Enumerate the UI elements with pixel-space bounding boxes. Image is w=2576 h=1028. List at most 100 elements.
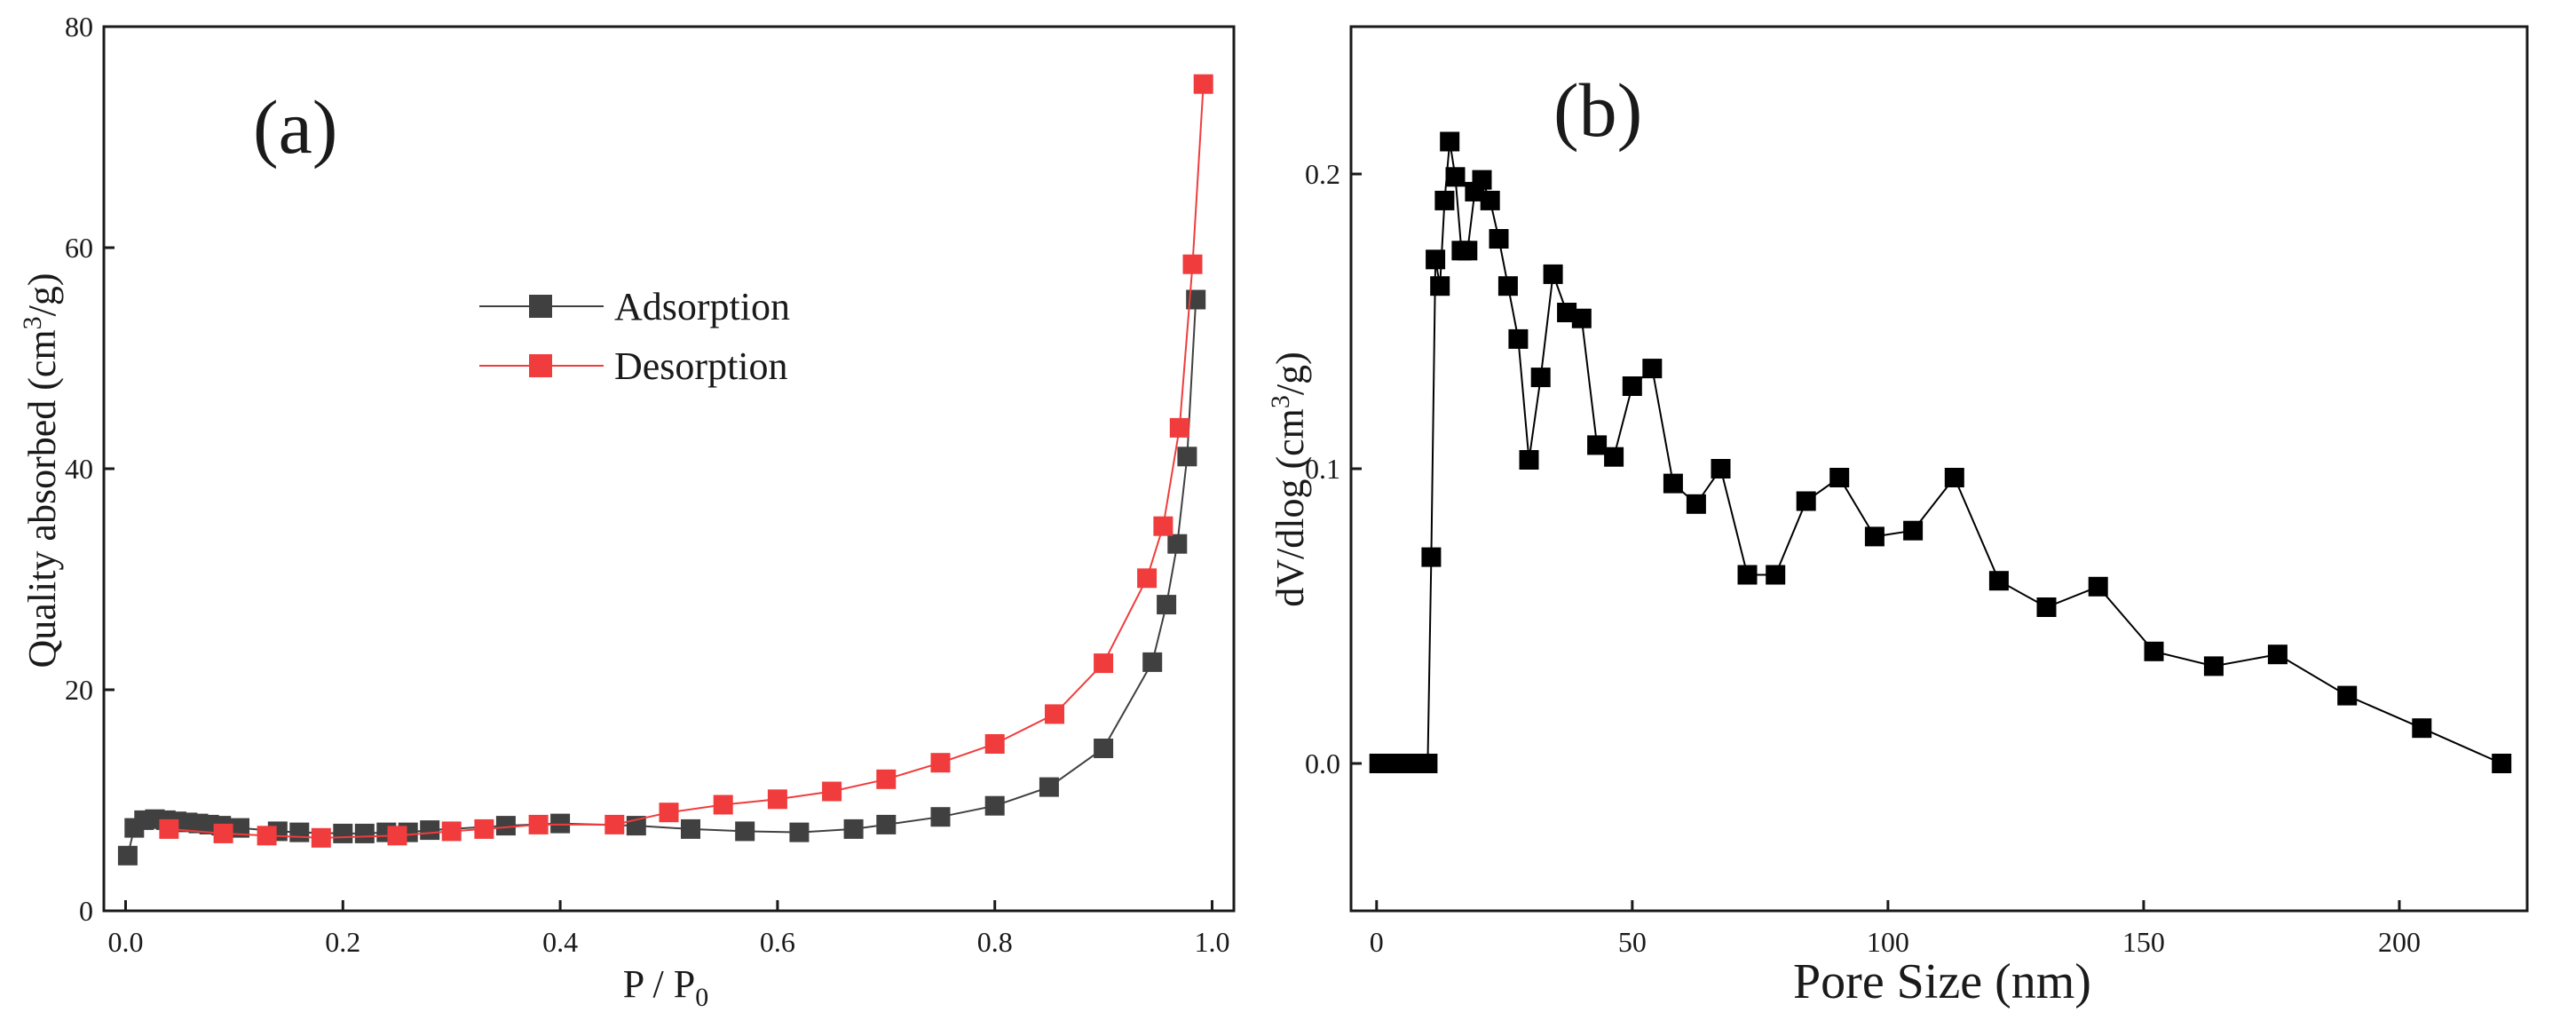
panel-b-pore-size-distribution-point	[1604, 447, 1624, 467]
panel-b-pore-size-distribution-point	[1988, 571, 2009, 591]
panel-a-adsorption-point	[230, 818, 249, 838]
panel-a-x-tick-label: 0.8	[977, 926, 1013, 958]
panel-a-series	[117, 74, 1213, 866]
panel-b-pore-size-distribution-point	[1864, 526, 1885, 547]
panel-b-y-axis-label-pre: dV/dlog (cm	[1268, 408, 1312, 607]
panel-b-pore-size-distribution-point	[1737, 565, 1758, 585]
legend-adsorption-label: Adsorption	[614, 285, 790, 328]
panel-b-pore-size-distribution-point	[1944, 468, 1964, 487]
legend-desorption-marker	[529, 354, 552, 377]
panel-b-pore-size-distribution-point	[1445, 167, 1466, 187]
panel-b-pore-size-distribution-point	[1557, 303, 1577, 322]
panel-a-desorption-point	[822, 781, 842, 802]
panel-b-ticks: 0 50 100 150 200 0.0 0.1 0.2	[1305, 158, 2421, 958]
panel-a-desorption-point	[441, 821, 462, 842]
panel-a-x-axis-label-main: P / P	[623, 962, 696, 1006]
panel-a-x-axis-label-subscript: 0	[695, 983, 708, 1012]
panel-b-x-tick-label: 150	[2122, 926, 2165, 958]
panel-b-pore-size-distribution-point	[1587, 435, 1608, 455]
panel-b-pore-size-distribution-point	[1434, 190, 1455, 210]
panel-a-desorption-point	[1169, 417, 1189, 438]
panel-a-y-tick-label: 60	[65, 232, 93, 264]
panel-b-pore-size-distribution-point	[1458, 241, 1478, 261]
panel-a-adsorption-point	[420, 820, 440, 841]
panel-b-pore-size-distribution-point	[1686, 494, 1706, 514]
legend-adsorption-marker	[529, 295, 552, 318]
panel-b-x-tick-label: 100	[1867, 926, 1909, 958]
panel-a-label: (a)	[253, 84, 337, 170]
legend-desorption-label: Desorption	[614, 344, 788, 388]
panel-a-adsorption-point	[1157, 595, 1177, 615]
panel-a-y-axis-label: Quality absorbed (cm3/g)	[18, 273, 64, 668]
panel-a-adsorption-point	[289, 822, 310, 842]
panel-b-pore-size-distribution-point	[1489, 229, 1509, 249]
panel-b-chart: 0 50 100 150 200 0.0 0.1 0.2 (b) Pore Size (nm)…	[1266, 25, 2529, 1009]
panel-a-adsorption-point	[495, 816, 516, 836]
panel-a-legend: Adsorption Desorption	[479, 285, 790, 388]
panel-a-desorption-point	[213, 823, 233, 843]
panel-a-adsorption-point	[930, 807, 951, 827]
panel-b-pore-size-distribution-point	[1903, 520, 1924, 541]
panel-a-y-tick-label: 80	[65, 11, 93, 43]
panel-a-desorption-point	[1045, 704, 1064, 724]
panel-b-pore-size-distribution-point	[1519, 450, 1539, 470]
panel-a-y-axis-label-sup: 3	[18, 316, 47, 329]
panel-a-x-tick-label: 0.6	[760, 926, 795, 958]
panel-a-desorption-point	[1153, 516, 1173, 536]
panel-a-desorption-point	[159, 818, 179, 839]
panel-a-adsorption-point	[1142, 652, 1163, 672]
panel-a-y-axis-label-post: /g)	[20, 273, 64, 316]
panel-b-pore-size-distribution-point	[1711, 459, 1731, 478]
panel-b-y-tick-label: 0.0	[1305, 747, 1340, 779]
panel-b-pore-size-distribution-point	[2492, 754, 2512, 773]
panel-b-pore-size-distribution-point	[2036, 597, 2057, 617]
panel-b-pore-size-distribution-point	[1642, 359, 1663, 379]
panel-b-pore-size-distribution-point	[1440, 131, 1460, 152]
panel-b-x-tick-label: 0	[1370, 926, 1384, 958]
panel-b-pore-size-distribution-point	[1796, 491, 1816, 511]
panel-b-pore-size-distribution-point	[1430, 276, 1450, 297]
panel-a-desorption-point	[387, 826, 407, 846]
panel-a-x-tick-label: 1.0	[1195, 926, 1230, 958]
panel-a-desorption-point	[1182, 254, 1203, 274]
panel-a-desorption-point	[659, 803, 679, 823]
panel-b-pore-size-distribution-point	[1543, 264, 1563, 284]
panel-a-desorption-point	[1137, 568, 1158, 589]
panel-a-adsorption-point	[876, 814, 897, 834]
panel-a-y-tick-label: 40	[65, 453, 93, 485]
panel-a-desorption-point	[604, 814, 625, 834]
panel-a-adsorption-point	[117, 845, 138, 866]
panel-a-adsorption-point	[681, 818, 700, 839]
panel-a-adsorption-point	[550, 813, 571, 834]
panel-a-adsorption-point	[735, 821, 755, 842]
panel-b-label: (b)	[1553, 67, 1642, 153]
panel-a-adsorption-point	[789, 822, 810, 842]
panel-a-chart: 0.0 0.2 0.4 0.6 0.8 1.0 0 20 40 60 80 (a) Adsorpti…	[18, 11, 1236, 1012]
panel-b-pore-size-distribution-point	[1622, 376, 1642, 396]
panel-b-pore-size-distribution-point	[1418, 754, 1438, 773]
panel-a-adsorption-point	[1177, 447, 1197, 467]
panel-a-desorption-point	[1193, 74, 1213, 94]
panel-a-ticks: 0.0 0.2 0.4 0.6 0.8 1.0 0 20 40 60 80	[65, 11, 1230, 958]
panel-a-desorption-point	[1094, 653, 1114, 674]
panel-b-series	[1369, 131, 2512, 773]
panel-a-desorption-point	[767, 789, 787, 810]
panel-b-pore-size-distribution-point	[2203, 656, 2224, 676]
panel-a-adsorption-point	[1039, 777, 1059, 797]
panel-a-y-tick-label: 20	[65, 674, 93, 706]
panel-b-pore-size-distribution-point	[2088, 576, 2108, 597]
panel-a-x-tick-label: 0.4	[542, 926, 578, 958]
panel-a-adsorption-point	[1167, 534, 1188, 554]
panel-b-pore-size-distribution-point	[1663, 473, 1683, 494]
panel-a-desorption-point	[984, 734, 1005, 754]
panel-a-adsorption-point	[354, 823, 375, 843]
panel-b-pore-size-distribution-point	[1421, 547, 1442, 567]
panel-b-y-tick-label: 0.1	[1305, 453, 1340, 485]
panel-b-pore-size-distribution-point	[1766, 565, 1786, 585]
panel-a-adsorption-point	[984, 795, 1005, 816]
panel-b-y-axis-label: dV/dlog (cm3/g)	[1266, 352, 1312, 607]
panel-b-pore-size-distribution-point	[1497, 276, 1518, 297]
panel-a-adsorption-point	[843, 818, 864, 839]
panel-b-pore-size-distribution-point	[2267, 644, 2288, 665]
